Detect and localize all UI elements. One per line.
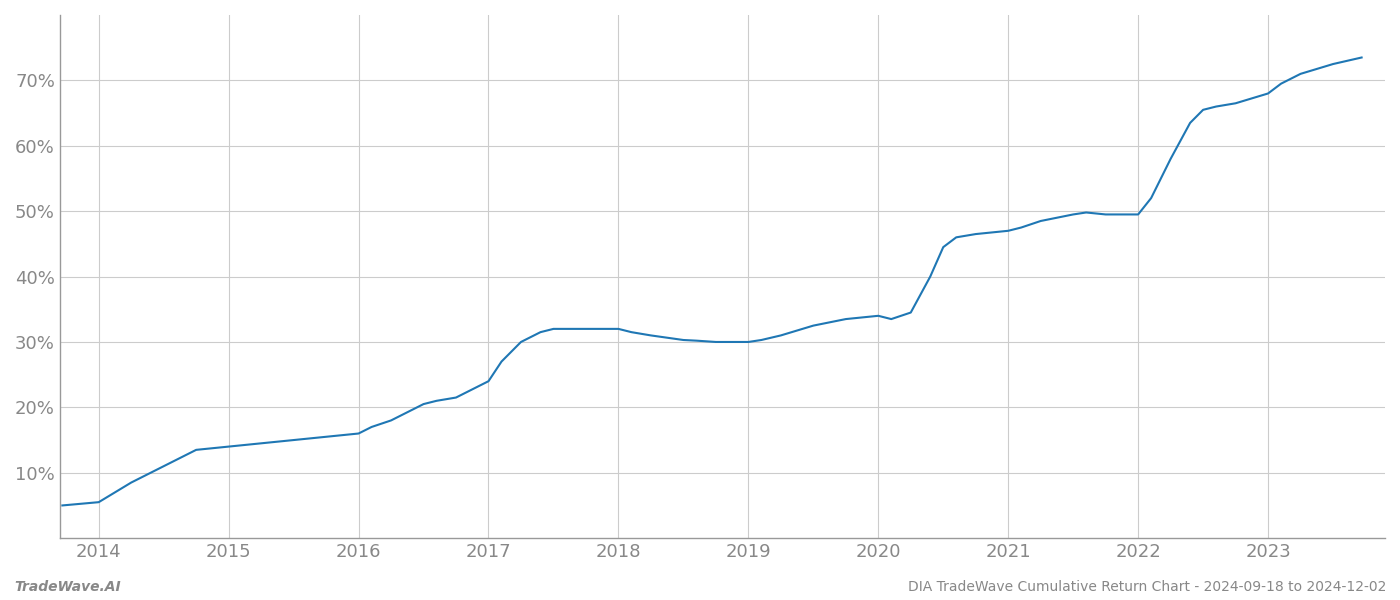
Text: DIA TradeWave Cumulative Return Chart - 2024-09-18 to 2024-12-02: DIA TradeWave Cumulative Return Chart - …	[907, 580, 1386, 594]
Text: TradeWave.AI: TradeWave.AI	[14, 580, 120, 594]
